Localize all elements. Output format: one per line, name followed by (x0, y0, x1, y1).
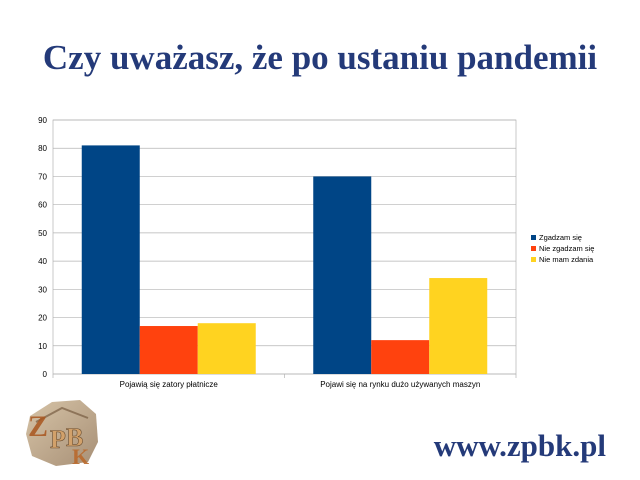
legend-label: Nie mam zdania (539, 255, 594, 264)
y-tick-label: 10 (38, 342, 47, 351)
legend-label: Nie zgadzam się (539, 244, 594, 253)
svg-text:P: P (50, 425, 66, 454)
website-url: www.zpbk.pl (433, 428, 606, 463)
y-tick-label: 30 (38, 285, 47, 294)
legend-label: Zgadzam się (539, 233, 582, 242)
svg-text:B: B (66, 423, 83, 452)
bar (139, 326, 198, 374)
y-tick-label: 50 (38, 229, 47, 238)
x-tick-label: Pojawią się zatory płatnicze (120, 380, 219, 389)
zpbk-logo: Z P B K (22, 396, 102, 473)
bar (371, 340, 430, 374)
y-tick-label: 60 (38, 201, 47, 210)
svg-text:K: K (72, 444, 89, 468)
svg-text:Z: Z (28, 410, 48, 443)
slide-title: Czy uważasz, że po ustaniu pandemii (42, 38, 598, 77)
y-tick-label: 70 (38, 172, 47, 181)
legend-swatch (531, 246, 536, 251)
bar-chart: 0 10 20 30 40 50 60 70 80 90 Pojawią się zatory pł… (38, 116, 594, 389)
bar (81, 145, 140, 374)
y-tick-label: 0 (43, 370, 48, 379)
x-tick-label: Pojawi się na rynku dużo używanych maszy… (320, 380, 480, 389)
legend-swatch (531, 257, 536, 262)
y-tick-label: 90 (38, 116, 47, 125)
y-tick-label: 20 (38, 314, 47, 323)
bar (197, 323, 256, 374)
y-tick-label: 40 (38, 257, 47, 266)
bar (429, 278, 488, 374)
y-tick-label: 80 (38, 144, 47, 153)
legend-swatch (531, 235, 536, 240)
bar (313, 176, 372, 374)
